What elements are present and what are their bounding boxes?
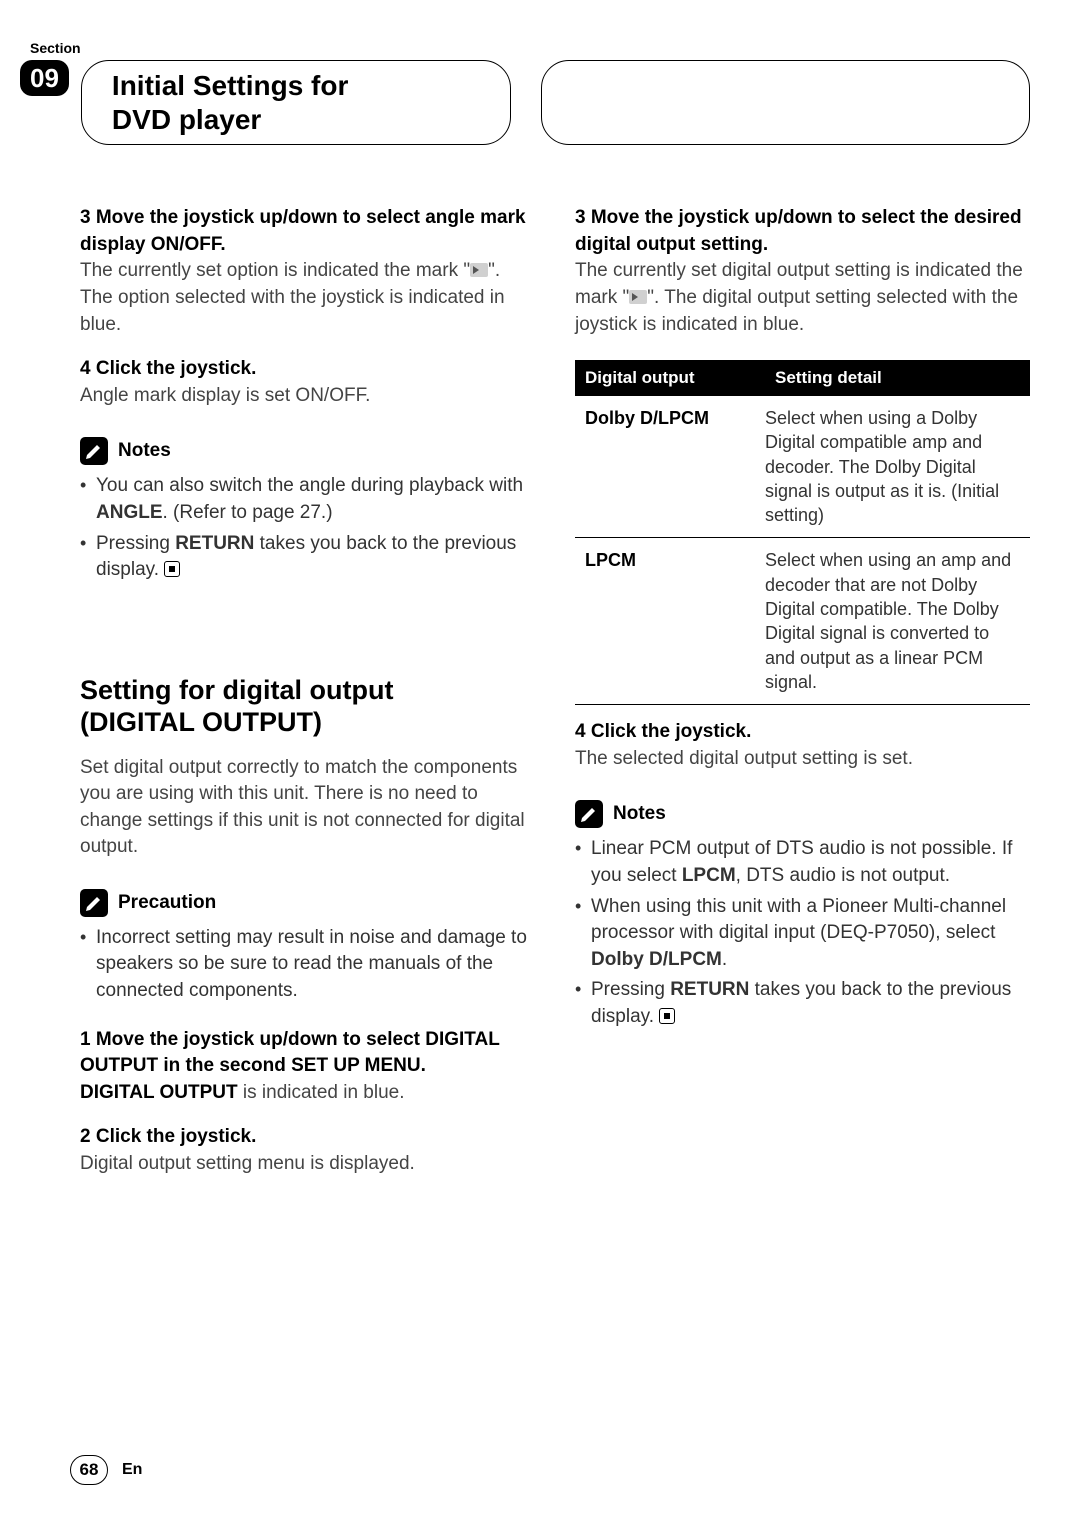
left-step1-body: DIGITAL OUTPUT is indicated in blue. xyxy=(80,1080,535,1107)
text: The currently set option is indicated th… xyxy=(80,260,470,281)
text-bold: RETURN xyxy=(670,979,749,1000)
pencil-icon xyxy=(575,800,603,828)
table-row: LPCM Select when using an amp and decode… xyxy=(575,538,1030,705)
intro-text: Set digital output correctly to match th… xyxy=(80,755,535,861)
notes-heading: Notes xyxy=(80,437,535,465)
notes-label: Notes xyxy=(118,438,171,465)
right-step4-body: The selected digital output setting is s… xyxy=(575,746,1030,773)
text-bold: LPCM xyxy=(682,865,736,886)
section-label: Section xyxy=(30,40,1030,56)
th-setting-detail: Setting detail xyxy=(765,360,1030,396)
list-item: You can also switch the angle during pla… xyxy=(80,473,535,526)
pencil-icon xyxy=(80,437,108,465)
cursor-icon xyxy=(470,263,488,277)
notes-label: Notes xyxy=(613,801,666,828)
left-step1-head: 1 Move the joystick up/down to select DI… xyxy=(80,1027,535,1080)
text: . (Refer to page 27.) xyxy=(163,502,333,523)
left-notes-list: You can also switch the angle during pla… xyxy=(80,473,535,583)
header-row: 09 Initial Settings for DVD player xyxy=(20,60,1030,145)
stop-icon xyxy=(659,1008,675,1024)
text-bold: Dolby D/LPCM xyxy=(591,949,722,970)
precaution-heading: Precaution xyxy=(80,889,535,917)
left-step4-head: 4 Click the joystick. xyxy=(80,356,535,383)
precaution-label: Precaution xyxy=(118,890,216,917)
text-bold: RETURN xyxy=(175,533,254,554)
list-item: Incorrect setting may result in noise an… xyxy=(80,925,535,1005)
pencil-icon xyxy=(80,889,108,917)
title-line2: DVD player xyxy=(112,104,261,135)
stop-icon xyxy=(164,561,180,577)
left-step4-body: Angle mark display is set ON/OFF. xyxy=(80,383,535,410)
text: When using this unit with a Pioneer Mult… xyxy=(591,896,1006,944)
section-number-badge: 09 xyxy=(20,60,69,96)
list-item: Pressing RETURN takes you back to the pr… xyxy=(575,977,1030,1030)
th-digital-output: Digital output xyxy=(575,360,765,396)
page-footer: 68 En xyxy=(70,1455,142,1485)
list-item: When using this unit with a Pioneer Mult… xyxy=(575,894,1030,974)
text: You can also switch the angle during pla… xyxy=(96,475,523,496)
text: . xyxy=(722,949,727,970)
td-detail: Select when using a Dolby Digital compat… xyxy=(765,406,1030,527)
digital-output-table: Digital output Setting detail Dolby D/LP… xyxy=(575,360,1030,705)
content-columns: 3 Move the joystick up/down to select an… xyxy=(80,205,1030,1177)
empty-title-box xyxy=(541,60,1030,145)
left-step2-body: Digital output setting menu is displayed… xyxy=(80,1151,535,1178)
left-step2-head: 2 Click the joystick. xyxy=(80,1124,535,1151)
notes-heading: Notes xyxy=(575,800,1030,828)
page-number: 68 xyxy=(70,1455,108,1485)
table-row: Dolby D/LPCM Select when using a Dolby D… xyxy=(575,396,1030,538)
right-notes-list: Linear PCM output of DTS audio is not po… xyxy=(575,836,1030,1030)
text: Pressing xyxy=(591,979,670,1000)
precaution-list: Incorrect setting may result in noise an… xyxy=(80,925,535,1005)
left-column: 3 Move the joystick up/down to select an… xyxy=(80,205,535,1177)
title-line: Setting for digital output xyxy=(80,675,393,705)
left-step3-body: The currently set option is indicated th… xyxy=(80,258,535,338)
td-name: Dolby D/LPCM xyxy=(575,406,765,527)
table-header: Digital output Setting detail xyxy=(575,360,1030,396)
text-bold: ANGLE xyxy=(96,502,163,523)
list-item: Linear PCM output of DTS audio is not po… xyxy=(575,836,1030,889)
right-step3-head: 3 Move the joystick up/down to select th… xyxy=(575,205,1030,258)
left-step3-head: 3 Move the joystick up/down to select an… xyxy=(80,205,535,258)
td-detail: Select when using an amp and decoder tha… xyxy=(765,548,1030,694)
chapter-title-box: Initial Settings for DVD player xyxy=(81,60,511,145)
list-item: Pressing RETURN takes you back to the pr… xyxy=(80,531,535,584)
text: , DTS audio is not output. xyxy=(736,865,950,886)
title-line1: Initial Settings for xyxy=(112,70,348,101)
title-line: (DIGITAL OUTPUT) xyxy=(80,707,322,737)
text: Pressing xyxy=(96,533,175,554)
text-bold: DIGITAL OUTPUT xyxy=(80,1082,238,1103)
right-step4-head: 4 Click the joystick. xyxy=(575,719,1030,746)
page-language: En xyxy=(122,1461,142,1479)
text: is indicated in blue. xyxy=(238,1082,405,1103)
right-step3-body: The currently set digital output setting… xyxy=(575,258,1030,338)
right-column: 3 Move the joystick up/down to select th… xyxy=(575,205,1030,1177)
cursor-icon xyxy=(629,290,647,304)
td-name: LPCM xyxy=(575,548,765,694)
section-title: Setting for digital output (DIGITAL OUTP… xyxy=(80,674,535,739)
